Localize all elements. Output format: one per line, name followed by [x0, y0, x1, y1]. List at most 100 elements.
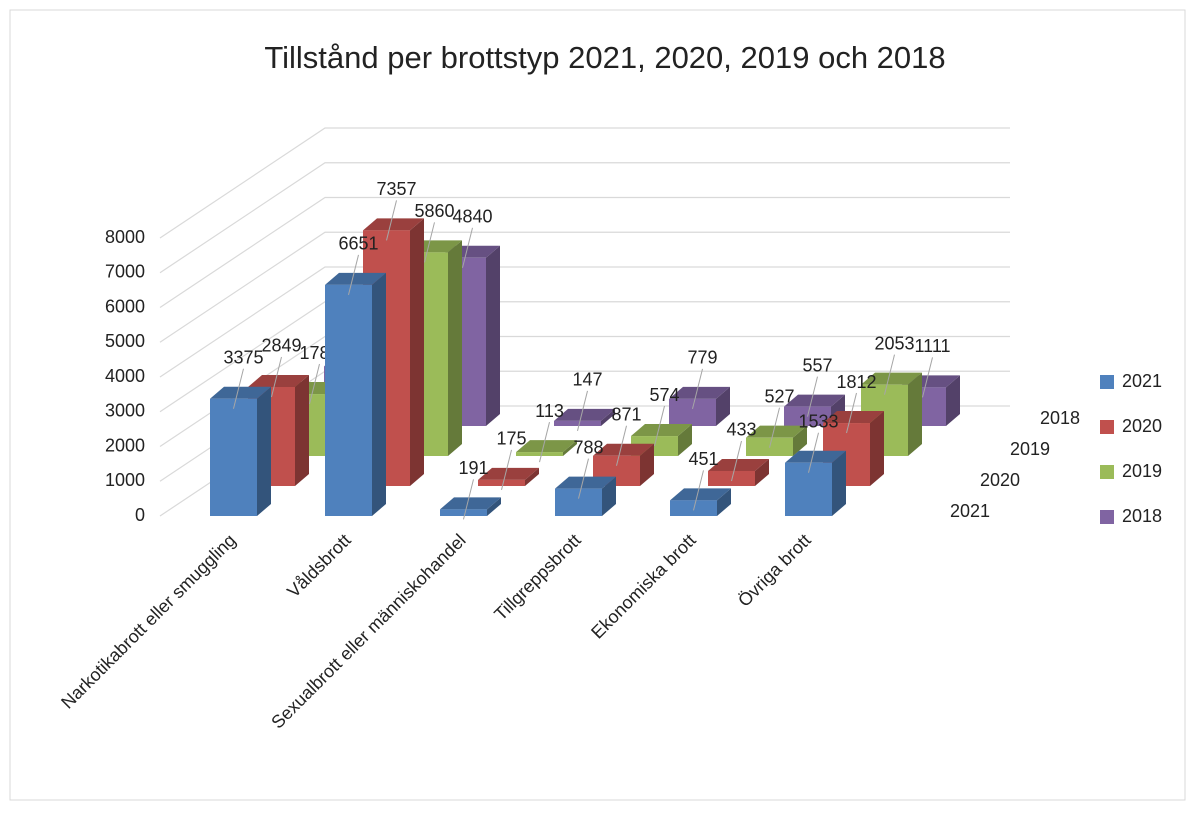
legend-label: 2018: [1122, 506, 1162, 526]
data-label: 2849: [261, 336, 301, 356]
bar-top: [555, 476, 616, 489]
bar: [210, 398, 257, 516]
leader-line: [539, 421, 550, 463]
leader-line: [424, 222, 435, 263]
leader-line: [577, 390, 588, 432]
leader-line: [922, 357, 933, 398]
data-label: 779: [687, 348, 717, 368]
grid-line: [159, 196, 1010, 308]
leader-line: [501, 449, 512, 491]
legend-swatch: [1100, 420, 1114, 434]
bar-top: [516, 440, 577, 453]
bar-side: [908, 372, 922, 456]
data-label: 175: [496, 429, 526, 449]
depth-label: 2020: [980, 470, 1020, 490]
bar-top: [593, 443, 654, 456]
leader-line: [654, 405, 665, 447]
data-label: 557: [802, 355, 832, 375]
legend-swatch: [1100, 375, 1114, 389]
bar-side: [717, 488, 731, 516]
legend-label: 2019: [1122, 461, 1162, 481]
bar-top: [440, 497, 501, 510]
bar-top: [248, 374, 309, 387]
leader-line: [769, 407, 780, 448]
bar-side: [946, 375, 960, 426]
depth-label: 2019: [1010, 439, 1050, 459]
bar-top: [670, 488, 731, 501]
data-label: 5860: [414, 201, 454, 221]
bar: [440, 509, 487, 516]
chart-title: Tillstånd per brottstyp 2021, 2020, 2019…: [264, 40, 945, 75]
bar-side: [832, 450, 846, 516]
data-label: 871: [611, 404, 641, 424]
data-label: 527: [764, 386, 794, 406]
bar-side: [487, 497, 501, 516]
y-tick-label: 3000: [105, 401, 145, 421]
bar-top: [708, 458, 769, 471]
bar-top: [325, 272, 386, 285]
data-label: 113: [535, 401, 564, 421]
leader-line: [348, 254, 359, 295]
bar-side: [563, 440, 577, 456]
grid-line: [159, 266, 1010, 378]
leader-line: [463, 479, 474, 520]
y-tick-label: 1000: [105, 470, 145, 490]
legend-swatch: [1100, 510, 1114, 524]
y-tick-label: 0: [135, 505, 145, 525]
bar-side: [525, 467, 539, 486]
leader-line: [846, 392, 857, 434]
bar-top: [746, 425, 807, 438]
bar-top: [785, 450, 846, 463]
data-label: 147: [572, 370, 602, 390]
grid-line: [159, 231, 1010, 343]
bar-side: [372, 272, 386, 516]
y-tick-label: 2000: [105, 435, 145, 455]
bar: [478, 479, 525, 486]
leader-line: [271, 356, 282, 398]
bar-top: [861, 372, 922, 385]
data-label: 1812: [836, 372, 876, 392]
bar-top: [784, 394, 845, 407]
leader-line: [233, 368, 244, 409]
bar: [554, 420, 601, 426]
data-label: 2053: [874, 333, 914, 353]
bar-top: [478, 467, 539, 480]
leader-line: [808, 432, 819, 473]
data-label: 574: [649, 385, 679, 405]
chart-frame: [9, 9, 1186, 801]
bar-top: [823, 411, 884, 424]
bar-side: [257, 386, 271, 516]
bar: [555, 488, 602, 516]
bar-side: [716, 386, 730, 426]
bar: [516, 452, 563, 456]
legend-label: 2020: [1122, 416, 1162, 436]
y-tick-label: 4000: [105, 366, 145, 386]
data-label: 191: [458, 458, 488, 478]
data-label: 7357: [376, 179, 416, 199]
y-tick-label: 5000: [105, 331, 145, 351]
data-label: 3375: [223, 347, 263, 367]
depth-label: 2021: [950, 501, 990, 521]
bar-top: [669, 386, 730, 399]
leader-line: [578, 458, 589, 499]
grid-line: [159, 162, 1010, 274]
leader-line: [386, 200, 397, 241]
data-label: 451: [688, 449, 718, 469]
bar-side: [601, 408, 615, 426]
data-label: 6651: [338, 234, 378, 254]
leader-line: [616, 425, 627, 466]
leader-line: [309, 363, 320, 405]
bar: [708, 470, 755, 486]
bar-side: [870, 411, 884, 486]
leader-line: [693, 470, 704, 511]
y-tick-label: 7000: [105, 262, 145, 282]
bar-side: [448, 240, 462, 456]
bar-side: [755, 458, 769, 486]
leader-line: [807, 376, 818, 417]
grid-line: [159, 127, 1010, 239]
bar: [670, 500, 717, 516]
depth-label: 2018: [1040, 408, 1080, 428]
bar-top: [363, 218, 424, 231]
y-tick-label: 6000: [105, 296, 145, 316]
